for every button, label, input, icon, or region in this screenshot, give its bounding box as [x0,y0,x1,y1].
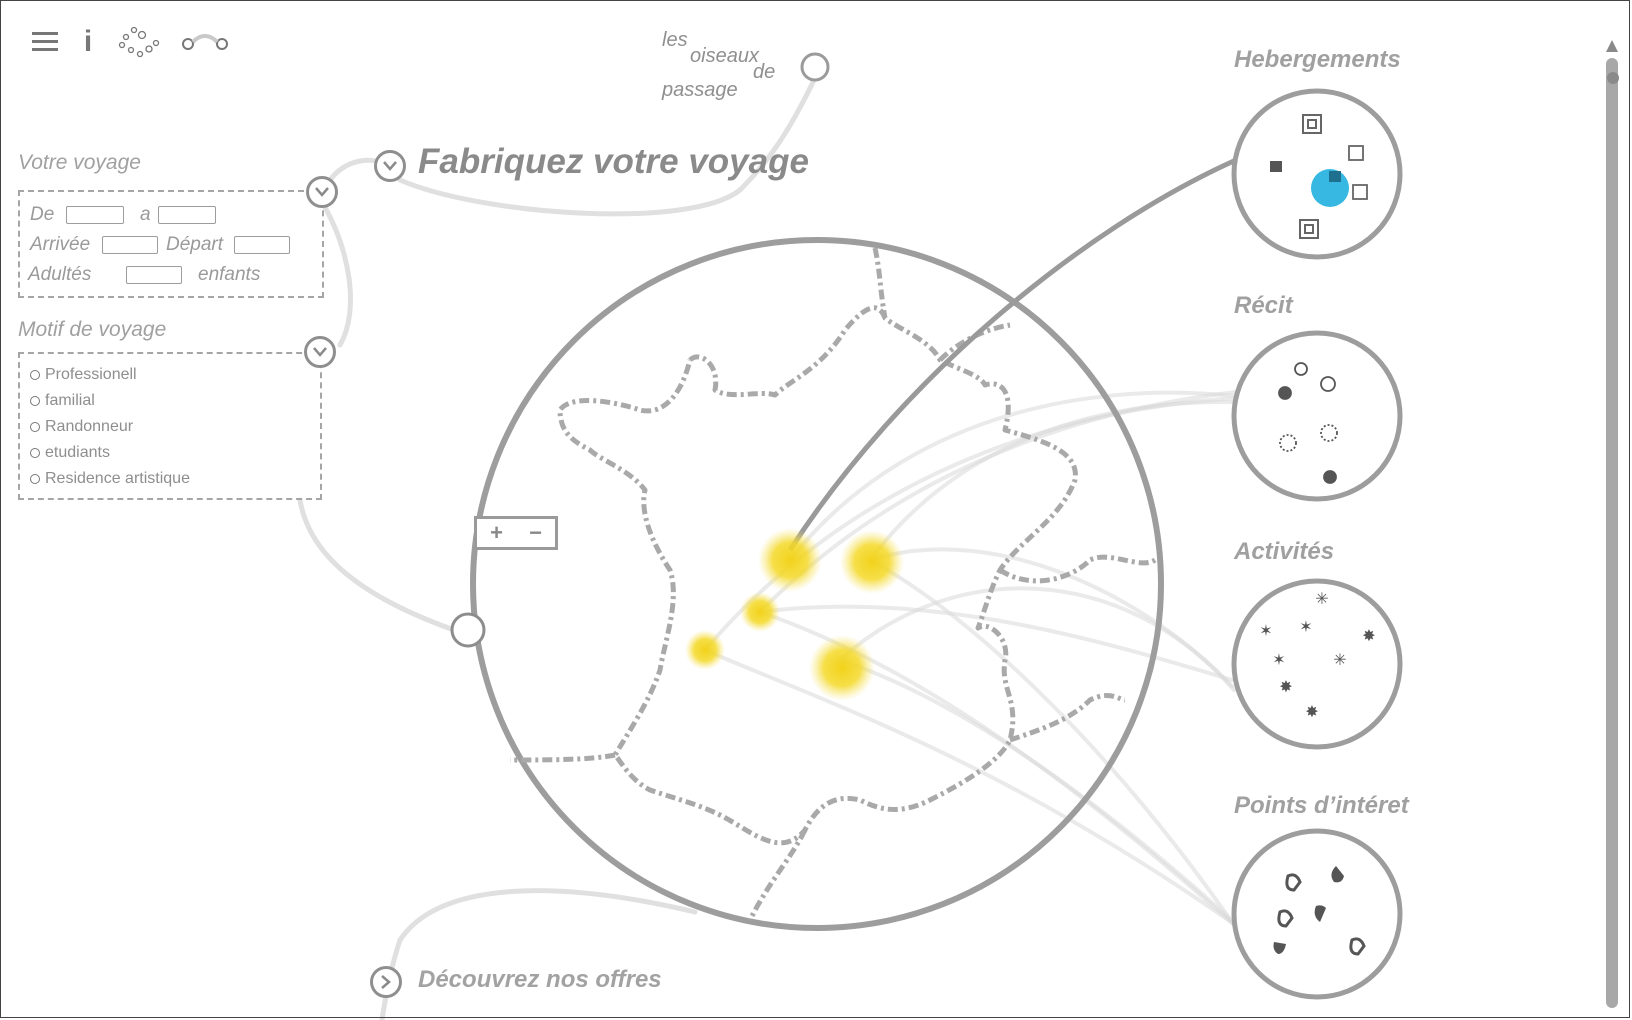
arrivee-field[interactable] [102,236,158,254]
menu-icon[interactable] [30,22,60,62]
de-label: De [30,204,55,225]
france-outline [509,247,1157,922]
votre-voyage-label: Votre voyage [18,151,141,174]
svg-text:✳: ✳ [1333,650,1346,669]
constellation-icon[interactable] [118,22,160,62]
voyage-form-box: De a Arrivée Départ Adultés enfants [18,190,324,298]
points-title: Points d’intéret [1234,792,1409,819]
brand-word-2: oiseaux [690,45,759,67]
svg-text:✳: ✳ [1315,589,1328,608]
chevron-down-icon [315,187,329,197]
flow-lines [703,390,1242,932]
motif-label: Motif de voyage [18,318,167,341]
brand-word-3: de [753,61,776,83]
option-randonneur[interactable]: Randonneur [30,418,133,436]
motif-toggle-button[interactable] [304,336,336,368]
enfants-label: enfants [198,264,261,285]
depart-label: Départ [166,234,224,255]
radio-icon [30,370,40,380]
hebergements-symbols [1270,114,1368,239]
svg-text:✶: ✶ [1299,617,1312,636]
radio-icon [30,474,40,484]
activites-lens[interactable] [1231,578,1403,750]
svg-text:✶: ✶ [1259,621,1272,640]
svg-text:✸: ✸ [1305,702,1318,721]
info-icon[interactable]: i [83,25,93,58]
de-field[interactable] [66,206,124,224]
radio-icon [30,448,40,458]
radio-icon [30,422,40,432]
option-residence-artistique[interactable]: Residence artistique [30,470,190,488]
arrivee-label: Arrivée [30,234,91,255]
brand-word-1: les [662,29,688,51]
offers-button[interactable] [370,966,402,998]
offers-label[interactable]: Découvrez nos offres [418,966,662,993]
brand-word-4: passage [662,79,738,101]
zoom-in-button[interactable]: + [490,520,503,545]
svg-text:✸: ✸ [1279,677,1292,696]
recit-title: Récit [1234,292,1293,319]
motif-options-box: Professionell familial Randonneur etudia… [18,352,322,500]
zoom-control: + − [474,516,558,550]
activites-symbols: ✳ ✶ ✶ ✸ ✶ ✳ ✸ ✸ [1259,589,1375,721]
option-professionell[interactable]: Professionell [30,366,137,384]
svg-text:✶: ✶ [1272,650,1285,669]
chevron-down-icon [313,347,327,357]
scrollbar-track[interactable] [1606,58,1618,1008]
chevron-down-icon [383,161,397,171]
map-hotspots [685,528,904,701]
scroll-up-icon[interactable] [1604,38,1620,54]
title-toggle-button[interactable] [374,150,406,182]
hebergements-lens[interactable] [1231,88,1403,260]
a-field[interactable] [158,206,216,224]
recit-lens[interactable] [1231,330,1403,502]
activites-title: Activités [1234,538,1335,565]
scrollbar-thumb[interactable] [1607,72,1619,84]
svg-text:✸: ✸ [1362,626,1375,645]
active-connection [787,157,1238,552]
option-etudiants[interactable]: etudiants [30,444,110,462]
adultes-label: Adultés [28,264,92,285]
map-handle[interactable] [450,612,486,648]
hebergements-title: Hebergements [1234,46,1401,73]
adultes-field[interactable] [126,266,182,284]
zoom-out-button[interactable]: − [529,520,542,545]
option-familial[interactable]: familial [30,392,95,410]
link-icon[interactable] [182,22,228,62]
voyage-toggle-button[interactable] [306,176,338,208]
points-symbols [1273,866,1366,956]
recit-symbols [1278,362,1338,484]
brand-node [800,52,830,82]
depart-field[interactable] [234,236,290,254]
radio-icon [30,396,40,406]
a-label: a [140,204,151,225]
page-title: Fabriquez votre voyage [418,142,809,181]
map-lens [470,237,1164,931]
chevron-right-icon [381,975,391,989]
